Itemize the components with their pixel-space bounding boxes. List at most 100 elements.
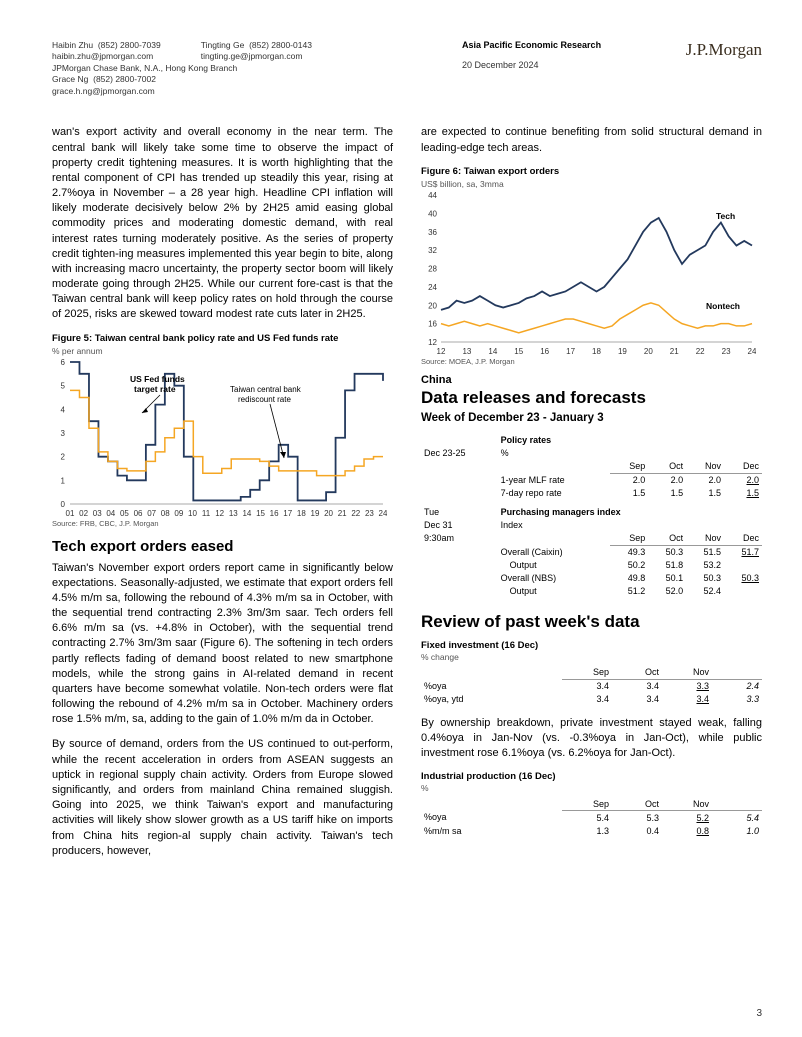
svg-text:14: 14 xyxy=(488,347,497,356)
svg-text:16: 16 xyxy=(270,509,279,518)
svg-text:17: 17 xyxy=(566,347,575,356)
svg-text:13: 13 xyxy=(462,347,471,356)
content-columns: wan's export activity and overall econom… xyxy=(52,125,762,869)
author-block: Haibin Zhu (852) 2800-7039 haibin.zhu@jp… xyxy=(52,40,462,97)
svg-text:3: 3 xyxy=(61,429,66,438)
figure-ylabel: US$ billion, sa, 3mma xyxy=(421,179,762,189)
svg-text:17: 17 xyxy=(283,509,292,518)
fixed-investment-table: SepOctNov%oya3.43.43.32.4%oya, ytd3.43.4… xyxy=(421,666,762,706)
left-column: wan's export activity and overall econom… xyxy=(52,125,393,869)
svg-text:20: 20 xyxy=(324,509,333,518)
author-email[interactable]: tingting.ge@jpmorgan.com xyxy=(201,51,303,61)
svg-text:22: 22 xyxy=(696,347,705,356)
svg-text:18: 18 xyxy=(592,347,601,356)
section-heading: Tech export orders eased xyxy=(52,538,393,555)
svg-text:24: 24 xyxy=(428,283,437,292)
svg-text:Tech: Tech xyxy=(716,211,735,221)
body-text: By ownership breakdown, private investme… xyxy=(421,716,762,762)
svg-text:10: 10 xyxy=(188,509,197,518)
svg-text:32: 32 xyxy=(428,246,437,255)
svg-text:target rate: target rate xyxy=(134,384,176,394)
svg-text:24: 24 xyxy=(748,347,756,356)
figure-5-chart: 0123456010203040506070809101112131415161… xyxy=(52,358,393,518)
jpmorgan-logo: J.P.Morgan xyxy=(686,40,762,59)
table-unit: % xyxy=(421,783,762,793)
svg-text:02: 02 xyxy=(79,509,88,518)
svg-text:20: 20 xyxy=(428,301,437,310)
body-text: are expected to continue benefiting from… xyxy=(421,125,762,155)
svg-text:22: 22 xyxy=(351,509,360,518)
figure-6-chart: 1216202428323640441213141516171819202122… xyxy=(421,191,762,356)
paragraph: Taiwan's November export orders report c… xyxy=(52,561,393,728)
svg-text:44: 44 xyxy=(428,191,437,200)
figure-ylabel: % per annum xyxy=(52,346,393,356)
department: Asia Pacific Economic Research xyxy=(462,40,652,50)
report-date: 20 December 2024 xyxy=(462,60,652,70)
svg-text:28: 28 xyxy=(428,264,437,273)
author-phone: (852) 2800-7039 xyxy=(98,40,161,50)
svg-text:1: 1 xyxy=(61,476,66,485)
svg-text:07: 07 xyxy=(147,509,156,518)
svg-text:12: 12 xyxy=(428,338,437,347)
svg-text:12: 12 xyxy=(215,509,224,518)
svg-text:23: 23 xyxy=(722,347,731,356)
section-heading: Data releases and forecasts xyxy=(421,388,762,408)
svg-text:US Fed funds: US Fed funds xyxy=(130,374,185,384)
svg-text:16: 16 xyxy=(540,347,549,356)
paragraph: By ownership breakdown, private investme… xyxy=(421,716,762,762)
svg-text:09: 09 xyxy=(174,509,183,518)
svg-text:23: 23 xyxy=(365,509,374,518)
svg-text:24: 24 xyxy=(379,509,387,518)
svg-text:2: 2 xyxy=(61,452,66,461)
svg-text:0: 0 xyxy=(61,500,66,509)
svg-text:20: 20 xyxy=(644,347,653,356)
forecast-table: Policy ratesDec 23-25%SepOctNovDec1-year… xyxy=(421,434,762,598)
svg-text:40: 40 xyxy=(428,209,437,218)
svg-text:03: 03 xyxy=(93,509,102,518)
body-text: wan's export activity and overall econom… xyxy=(52,125,393,322)
figure-title: Figure 6: Taiwan export orders xyxy=(421,166,762,177)
figure-title: Figure 5: Taiwan central bank policy rat… xyxy=(52,333,393,344)
week-range: Week of December 23 - January 3 xyxy=(421,412,762,424)
svg-text:16: 16 xyxy=(428,319,437,328)
svg-text:11: 11 xyxy=(202,509,211,518)
author-name: Grace Ng xyxy=(52,74,88,84)
svg-text:05: 05 xyxy=(120,509,129,518)
author-email[interactable]: grace.h.ng@jpmorgan.com xyxy=(52,86,155,96)
svg-text:14: 14 xyxy=(242,509,251,518)
svg-text:4: 4 xyxy=(61,405,66,414)
paragraph: are expected to continue benefiting from… xyxy=(421,125,762,155)
header-meta: Asia Pacific Economic Research 20 Decemb… xyxy=(462,40,652,97)
page-number: 3 xyxy=(756,1008,762,1019)
table-title: Fixed investment (16 Dec) xyxy=(421,640,762,651)
table-title: Industrial production (16 Dec) xyxy=(421,771,762,782)
svg-text:15: 15 xyxy=(256,509,265,518)
author-phone: (852) 2800-0143 xyxy=(249,40,312,50)
body-text: Taiwan's November export orders report c… xyxy=(52,561,393,859)
svg-text:36: 36 xyxy=(428,227,437,236)
svg-text:Taiwan central bank: Taiwan central bank xyxy=(230,385,302,394)
section-heading: Review of past week's data xyxy=(421,612,762,632)
svg-text:01: 01 xyxy=(66,509,75,518)
svg-text:08: 08 xyxy=(161,509,170,518)
svg-text:6: 6 xyxy=(61,358,66,367)
entity: JPMorgan Chase Bank, N.A., Hong Kong Bra… xyxy=(52,63,462,74)
svg-text:5: 5 xyxy=(61,381,66,390)
right-column: are expected to continue benefiting from… xyxy=(421,125,762,869)
svg-text:13: 13 xyxy=(229,509,238,518)
author-phone: (852) 2800-7002 xyxy=(93,74,156,84)
svg-text:12: 12 xyxy=(437,347,446,356)
logo-block: J.P.Morgan xyxy=(652,40,762,97)
figure-source: Source: MOEA, J.P. Morgan xyxy=(421,357,762,366)
table-unit: % change xyxy=(421,652,762,662)
author-email[interactable]: haibin.zhu@jpmorgan.com xyxy=(52,51,153,61)
country-heading: China xyxy=(421,374,762,386)
page-header: Haibin Zhu (852) 2800-7039 haibin.zhu@jp… xyxy=(52,40,762,97)
svg-text:15: 15 xyxy=(514,347,523,356)
svg-text:06: 06 xyxy=(134,509,143,518)
svg-text:18: 18 xyxy=(297,509,306,518)
svg-text:rediscount rate: rediscount rate xyxy=(238,395,291,404)
figure-source: Source: FRB, CBC, J.P. Morgan xyxy=(52,519,393,528)
author-name: Haibin Zhu xyxy=(52,40,93,50)
svg-text:Nontech: Nontech xyxy=(706,301,740,311)
